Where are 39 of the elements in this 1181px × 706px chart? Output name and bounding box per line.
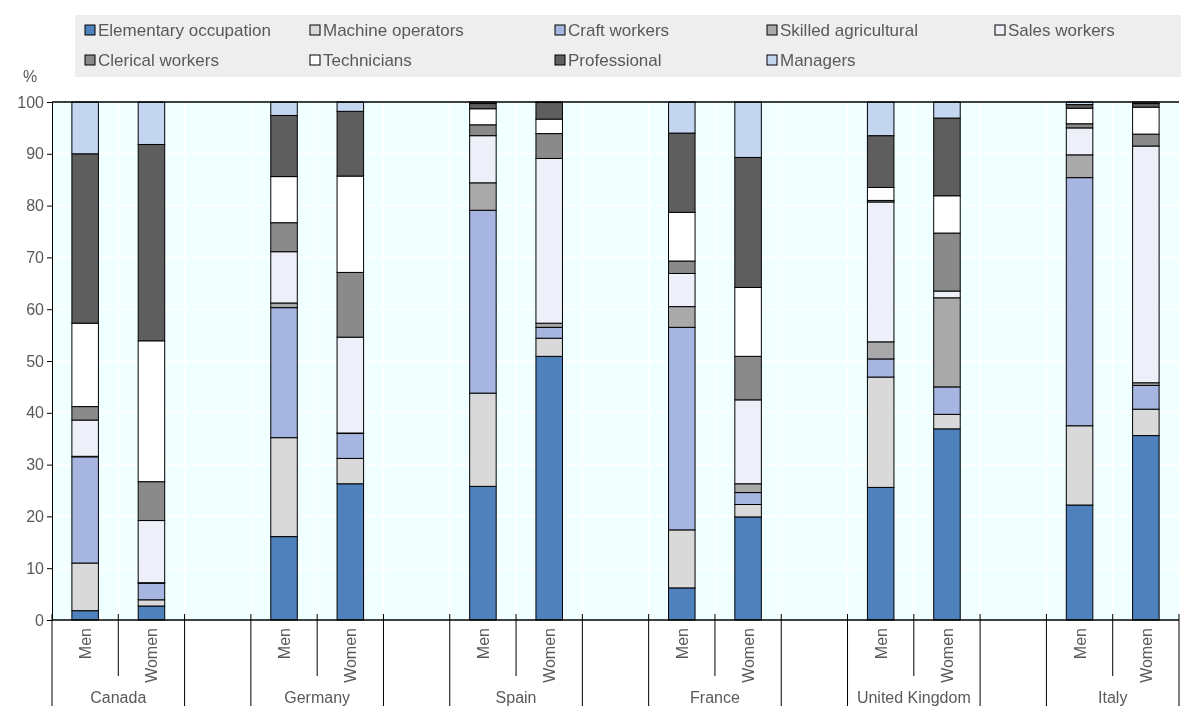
legend-label: Clerical workers xyxy=(98,51,219,70)
x-tick-label: Women xyxy=(938,628,956,683)
text: Germany xyxy=(284,689,351,706)
x-tick-label: Men xyxy=(673,628,691,660)
y-tick-label: 10 xyxy=(26,559,45,577)
x-tick-label: Men xyxy=(474,628,492,660)
x-tick-label: Women xyxy=(143,628,161,683)
legend-label: Skilled agricultural xyxy=(780,21,918,40)
y-tick-label: 100 xyxy=(17,93,45,111)
x-tick-label: Men xyxy=(1071,628,1089,660)
x-tick-label: Men xyxy=(872,628,890,660)
legend-label: Managers xyxy=(780,51,856,70)
text: United Kingdom xyxy=(856,689,971,706)
y-tick-label: 40 xyxy=(26,404,45,422)
x-tick-label: Women xyxy=(1137,628,1155,683)
y-axis-title: % xyxy=(22,68,38,85)
legend-label: Professional xyxy=(568,51,662,70)
legend-label: Craft workers xyxy=(568,21,670,40)
legend-label: Sales workers xyxy=(1008,21,1115,40)
text: Spain xyxy=(495,689,537,706)
legend-label: Machine operators xyxy=(323,21,464,40)
text: Canada xyxy=(90,689,147,706)
y-tick-label: 50 xyxy=(26,352,45,370)
y-tick-label: 80 xyxy=(26,197,45,215)
y-tick-label: 70 xyxy=(26,249,45,267)
legend-label: Elementary occupation xyxy=(98,21,271,40)
y-tick-label: 30 xyxy=(26,456,45,474)
y-tick-label: 90 xyxy=(26,145,45,163)
y-tick-label: 0 xyxy=(35,611,45,629)
x-tick-label: Men xyxy=(77,628,95,660)
x-tick-label: Women xyxy=(342,628,360,683)
legend-label: Technicians xyxy=(323,51,412,70)
y-tick-label: 60 xyxy=(26,300,45,318)
y-tick-label: 20 xyxy=(26,508,45,526)
x-tick-label: Women xyxy=(740,628,758,683)
text: Italy xyxy=(1098,689,1128,706)
x-tick-label: Men xyxy=(276,628,294,660)
x-tick-label: Women xyxy=(541,628,559,683)
text: France xyxy=(690,689,740,706)
